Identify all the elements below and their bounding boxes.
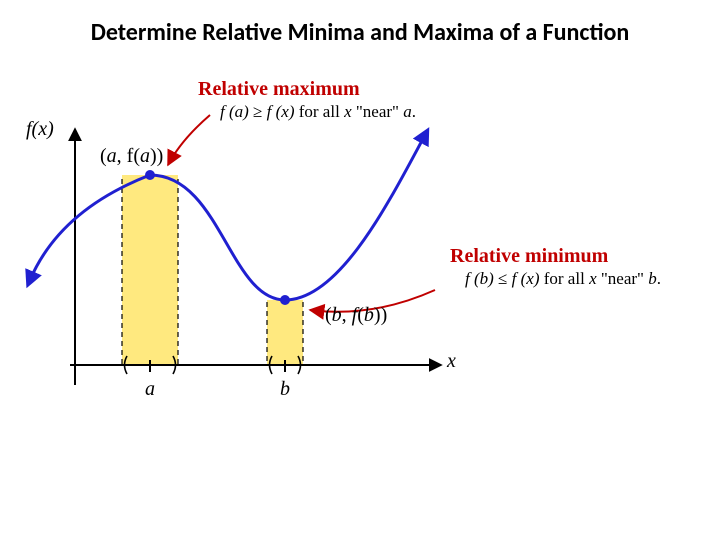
- a-tick-label: a: [145, 378, 155, 401]
- relative-minimum-formula: f (b) ≤ f (x) for all x "near" b.: [465, 269, 661, 289]
- y-axis-label: f(x): [26, 118, 54, 141]
- function-chart: Relative maximum f (a) ≥ f (x) for all x…: [20, 80, 700, 440]
- point-a-label: (a, f(a)): [100, 145, 163, 168]
- relative-minimum-heading: Relative minimum: [450, 245, 608, 268]
- relative-maximum-heading: Relative maximum: [198, 78, 360, 101]
- b-tick-label: b: [280, 378, 290, 401]
- point-b-label: (b, f(b)): [325, 304, 387, 327]
- relative-maximum-formula: f (a) ≥ f (x) for all x "near" a.: [220, 102, 416, 122]
- page-title: Determine Relative Minima and Maxima of …: [40, 18, 680, 47]
- x-axis-label: x: [447, 350, 456, 373]
